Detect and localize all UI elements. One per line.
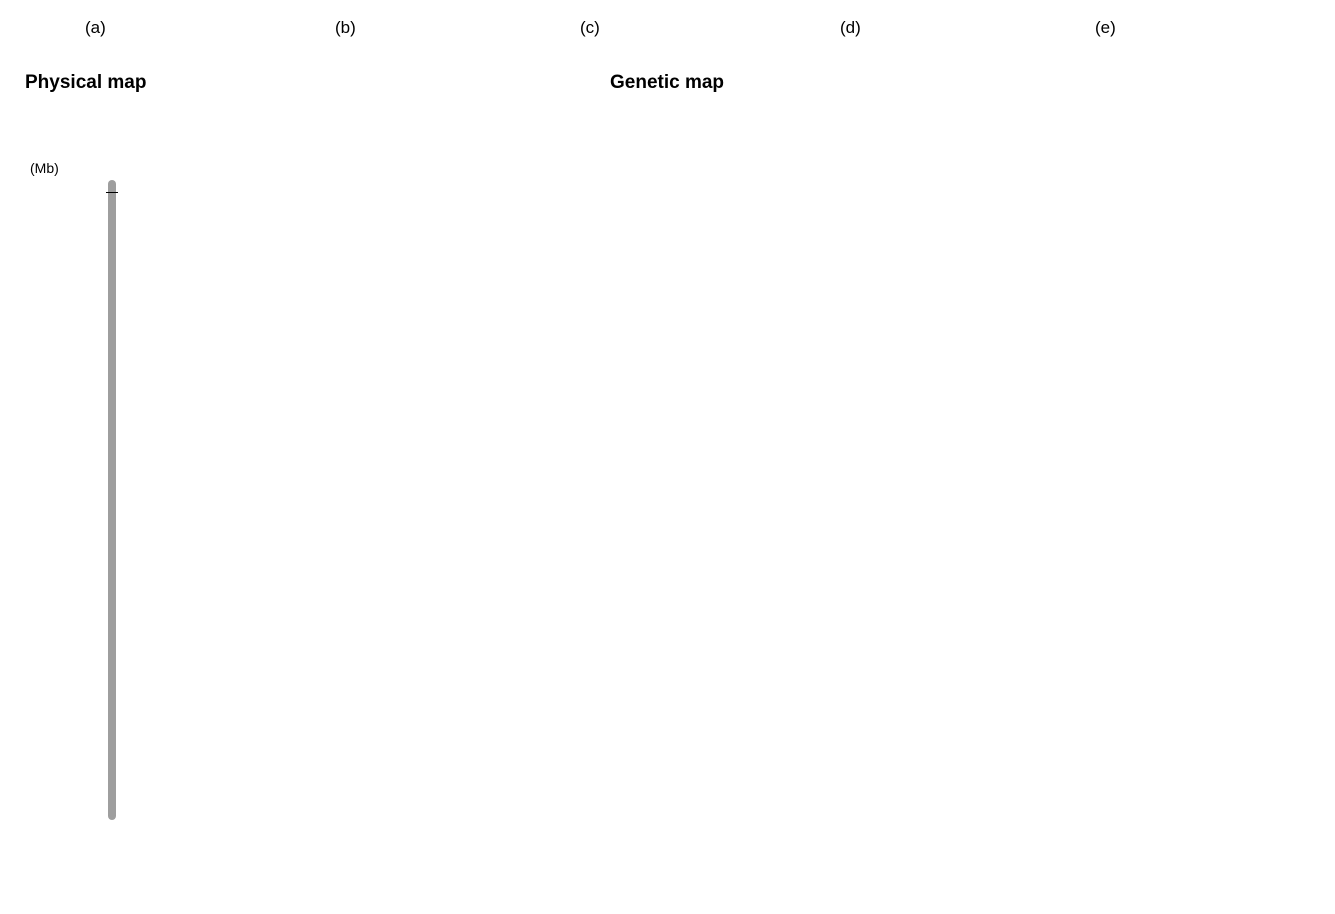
panel-letter-b: (b)	[335, 18, 356, 38]
unit-label-a: (Mb)	[30, 160, 59, 176]
section-title-physical: Physical map	[25, 72, 146, 94]
tick	[106, 192, 118, 193]
chromosome-a	[108, 180, 116, 820]
panel-letter-a: (a)	[85, 18, 106, 38]
panel-letter-c: (c)	[580, 18, 600, 38]
panel-letter-e: (e)	[1095, 18, 1116, 38]
section-title-genetic: Genetic map	[610, 72, 724, 94]
panel-letter-d: (d)	[840, 18, 861, 38]
